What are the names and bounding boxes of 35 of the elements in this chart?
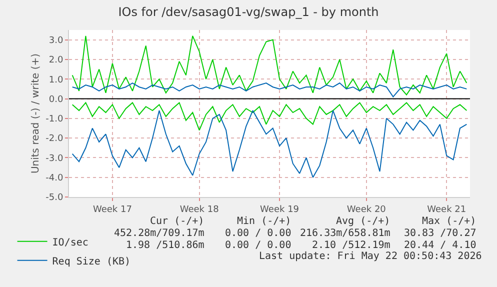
text: Max (-/+) — [422, 216, 476, 227]
text: 452.28m/709.17m — [114, 228, 204, 239]
legend-label: IO/sec — [52, 237, 88, 248]
x-tick-label: Week 20 — [346, 204, 386, 215]
y-tick-label: -4.0 — [46, 174, 64, 184]
x-tick-label: Week 17 — [92, 204, 132, 215]
text: 0.00 / 0.00 — [225, 228, 292, 239]
y-tick-label: 2.0 — [48, 56, 64, 66]
legend-label: Req Size (KB) — [52, 256, 131, 268]
y-tick-label: -5.0 — [46, 193, 64, 204]
y-tick-label: -2.0 — [46, 134, 64, 144]
line-series — [72, 110, 468, 178]
y-axis-title: Units read (-) / write (+) — [30, 53, 42, 174]
text: 216.33m/658.81m — [300, 228, 390, 239]
line-series — [72, 102, 468, 131]
line-series — [72, 82, 468, 98]
text: 1.98 /510.86m — [126, 240, 204, 251]
line-series — [72, 35, 468, 96]
text: Avg (-/+) — [336, 216, 390, 227]
y-tick-label: -1.0 — [46, 114, 64, 125]
x-tick-label: Week 18 — [180, 204, 220, 215]
x-tick-label: Week 21 — [427, 204, 466, 215]
text: 20.44 / 4.10 — [404, 240, 476, 251]
y-tick-label: 0.0 — [48, 94, 64, 105]
y-tick-label: -3.0 — [46, 154, 64, 164]
text: 0.00 / 0.00 — [225, 240, 292, 251]
text: Last update: Fri May 22 00:50:43 2026 — [259, 251, 482, 262]
y-tick-label: 3.0 — [48, 36, 64, 46]
text: Min (-/+) — [237, 216, 292, 227]
text: Cur (-/+) — [150, 216, 204, 227]
y-tick-label: 1.0 — [48, 75, 64, 86]
text: 30.83 /70.27 — [404, 228, 476, 239]
chart-title: IOs for /dev/sasag01-vg/swap_1 - by month — [118, 5, 379, 20]
x-tick-label: Week 19 — [260, 204, 300, 215]
text: 2.10 /512.19m — [312, 240, 390, 251]
